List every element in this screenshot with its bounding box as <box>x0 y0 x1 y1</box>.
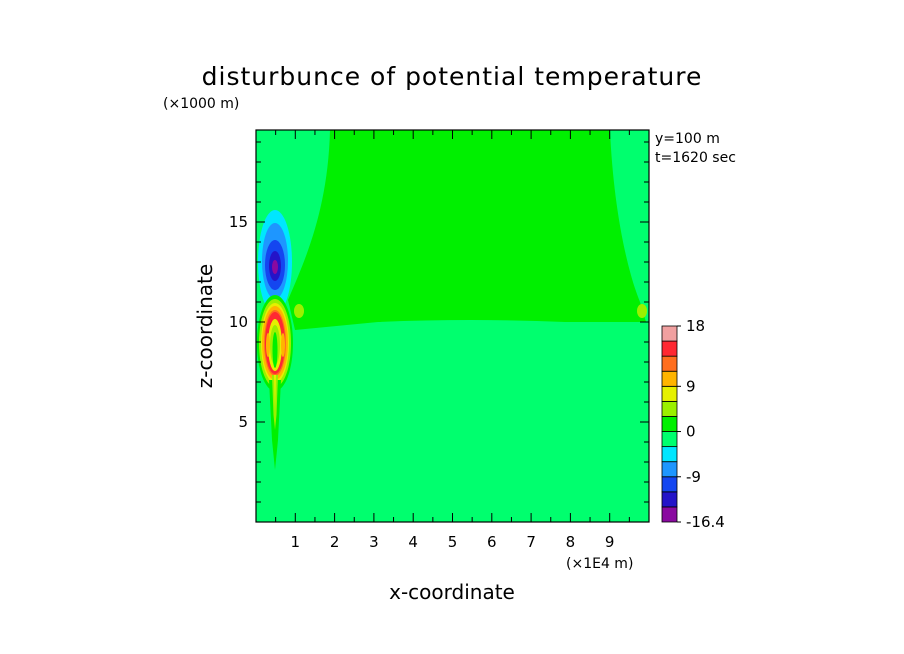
colorbar-cell <box>661 355 678 372</box>
y-axis-unit: (×1000 m) <box>163 96 239 112</box>
warm-side-lobe <box>266 333 270 357</box>
colorbar-label: -16.4 <box>686 513 725 531</box>
colorbar-cell <box>661 506 678 523</box>
x-axis-label: x-coordinate <box>389 580 515 604</box>
x-tick-label: 8 <box>566 533 576 551</box>
colorbar-label: -9 <box>686 468 701 486</box>
x-axis-unit: (×1E4 m) <box>566 556 633 572</box>
upper-region-edge-spot <box>637 304 647 318</box>
colorbar <box>661 325 678 523</box>
x-tick-label: 5 <box>448 533 458 551</box>
x-tick-label: 7 <box>526 533 536 551</box>
warm-inner-contour <box>272 332 278 368</box>
colorbar-label: 0 <box>686 423 696 441</box>
cold-core <box>272 260 278 274</box>
axis-ticks <box>256 130 649 522</box>
cold-anomaly <box>258 210 292 314</box>
colorbar-cell <box>661 325 678 342</box>
chart-title: disturbunce of potential temperature <box>202 62 703 91</box>
y-axis-label: z-coordinate <box>193 264 217 388</box>
colorbar-cell <box>661 385 678 402</box>
colorbar-cell <box>661 370 678 387</box>
warm-anomaly <box>257 295 293 391</box>
colorbar-labels: 18 9 0 -9 -16.4 <box>677 317 725 531</box>
x-tick-labels: 1 2 3 4 5 6 7 8 9 <box>291 533 615 551</box>
x-tick-label: 3 <box>369 533 379 551</box>
y-tick-label: 15 <box>229 213 248 231</box>
colorbar-cell <box>661 461 678 478</box>
x-tick-label: 2 <box>330 533 340 551</box>
x-tick-label: 6 <box>487 533 497 551</box>
colorbar-cell <box>661 476 678 493</box>
time-annotation: t=1620 sec <box>655 150 736 166</box>
upper-neutral-region <box>288 130 646 330</box>
y-location-annotation: y=100 m <box>655 131 720 147</box>
upper-region-edge-spot <box>294 304 304 318</box>
colorbar-cell <box>661 491 678 508</box>
warm-plume <box>269 375 281 470</box>
colorbar-label: 18 <box>686 317 705 335</box>
plume-core <box>274 375 276 410</box>
colorbar-cell <box>661 416 678 432</box>
y-tick-label: 5 <box>238 413 248 431</box>
colorbar-cell <box>661 431 678 448</box>
x-tick-label: 4 <box>408 533 418 551</box>
colorbar-cell <box>661 446 678 463</box>
colorbar-label: 9 <box>686 377 696 395</box>
y-tick-labels: 5 10 15 <box>229 213 248 431</box>
x-tick-label: 1 <box>291 533 301 551</box>
x-tick-label: 9 <box>605 533 615 551</box>
colorbar-cell <box>661 400 678 417</box>
plot-area <box>256 130 649 522</box>
warm-side-lobe <box>281 333 285 357</box>
colorbar-cell <box>661 340 678 357</box>
y-tick-label: 10 <box>229 313 248 331</box>
